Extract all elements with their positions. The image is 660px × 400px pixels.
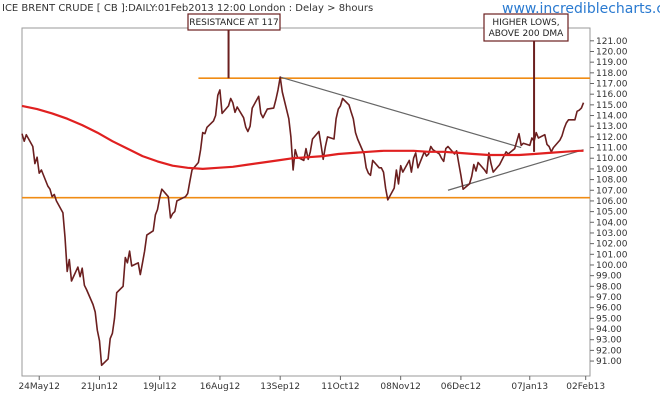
x-tick-label: 21Jun12	[81, 382, 118, 392]
y-tick-label: 121.00	[596, 37, 628, 47]
y-tick-label: 93.00	[596, 336, 622, 346]
site-watermark: www.incrediblecharts.com	[502, 1, 660, 17]
y-tick-label: 115.00	[596, 101, 628, 111]
ascending-trendline	[447, 149, 584, 191]
annotation-box	[187, 13, 281, 31]
annotation-text: RESISTANCE AT 117	[189, 18, 279, 28]
plot-frame	[21, 27, 591, 377]
moving-average-line	[21, 104, 584, 170]
y-tick-label: 94.00	[596, 325, 622, 335]
y-tick-label: 107.00	[596, 186, 628, 196]
y-tick-label: 102.00	[596, 240, 628, 250]
plot-area: 121.00120.00119.00118.00117.00116.00115.…	[18, 13, 628, 392]
y-tick-label: 109.00	[596, 165, 628, 175]
y-tick-label: 111.00	[596, 144, 628, 154]
y-tick-label: 103.00	[596, 229, 628, 239]
y-tick-label: 91.00	[596, 357, 622, 367]
x-tick-label: 02Feb13	[566, 382, 605, 392]
descending-trendline	[280, 76, 522, 149]
x-tick-label: 11Oct12	[321, 382, 359, 392]
annotation-text: ABOVE 200 DMA	[489, 29, 565, 39]
x-tick-label: 13Sep12	[260, 382, 300, 392]
y-tick-label: 119.00	[596, 58, 628, 68]
price-series-line	[21, 76, 585, 367]
y-tick-label: 105.00	[596, 208, 628, 218]
annotation-box	[483, 13, 569, 42]
y-tick-label: 95.00	[596, 314, 622, 324]
chart-header-title: ICE BRENT CRUDE [ CB ]:DAILY:01Feb2013 1…	[2, 3, 373, 14]
y-tick-label: 112.00	[596, 133, 628, 143]
x-tick-label: 06Dec12	[441, 382, 481, 392]
y-tick-label: 101.00	[596, 250, 628, 260]
x-tick-label: 07Jan13	[511, 382, 548, 392]
y-tick-label: 120.00	[596, 47, 628, 57]
y-tick-label: 92.00	[596, 346, 622, 356]
y-tick-label: 104.00	[596, 218, 628, 228]
y-tick-label: 113.00	[596, 122, 628, 132]
y-tick-label: 97.00	[596, 293, 622, 303]
x-tick-label: 24May12	[18, 382, 60, 392]
x-tick-label: 08Nov12	[380, 382, 420, 392]
y-tick-label: 100.00	[596, 261, 628, 271]
y-tick-label: 114.00	[596, 112, 628, 122]
y-tick-label: 106.00	[596, 197, 628, 207]
y-tick-label: 110.00	[596, 154, 628, 164]
x-tick-label: 19Jul12	[143, 382, 177, 392]
x-tick-label: 16Aug12	[200, 382, 240, 392]
annotation-text: HIGHER LOWS,	[492, 18, 559, 28]
y-tick-label: 96.00	[596, 304, 622, 314]
y-tick-label: 117.00	[596, 80, 628, 90]
y-tick-label: 108.00	[596, 176, 628, 186]
y-tick-label: 98.00	[596, 282, 622, 292]
y-tick-label: 118.00	[596, 69, 628, 79]
y-tick-label: 116.00	[596, 90, 628, 100]
y-tick-label: 99.00	[596, 272, 622, 282]
